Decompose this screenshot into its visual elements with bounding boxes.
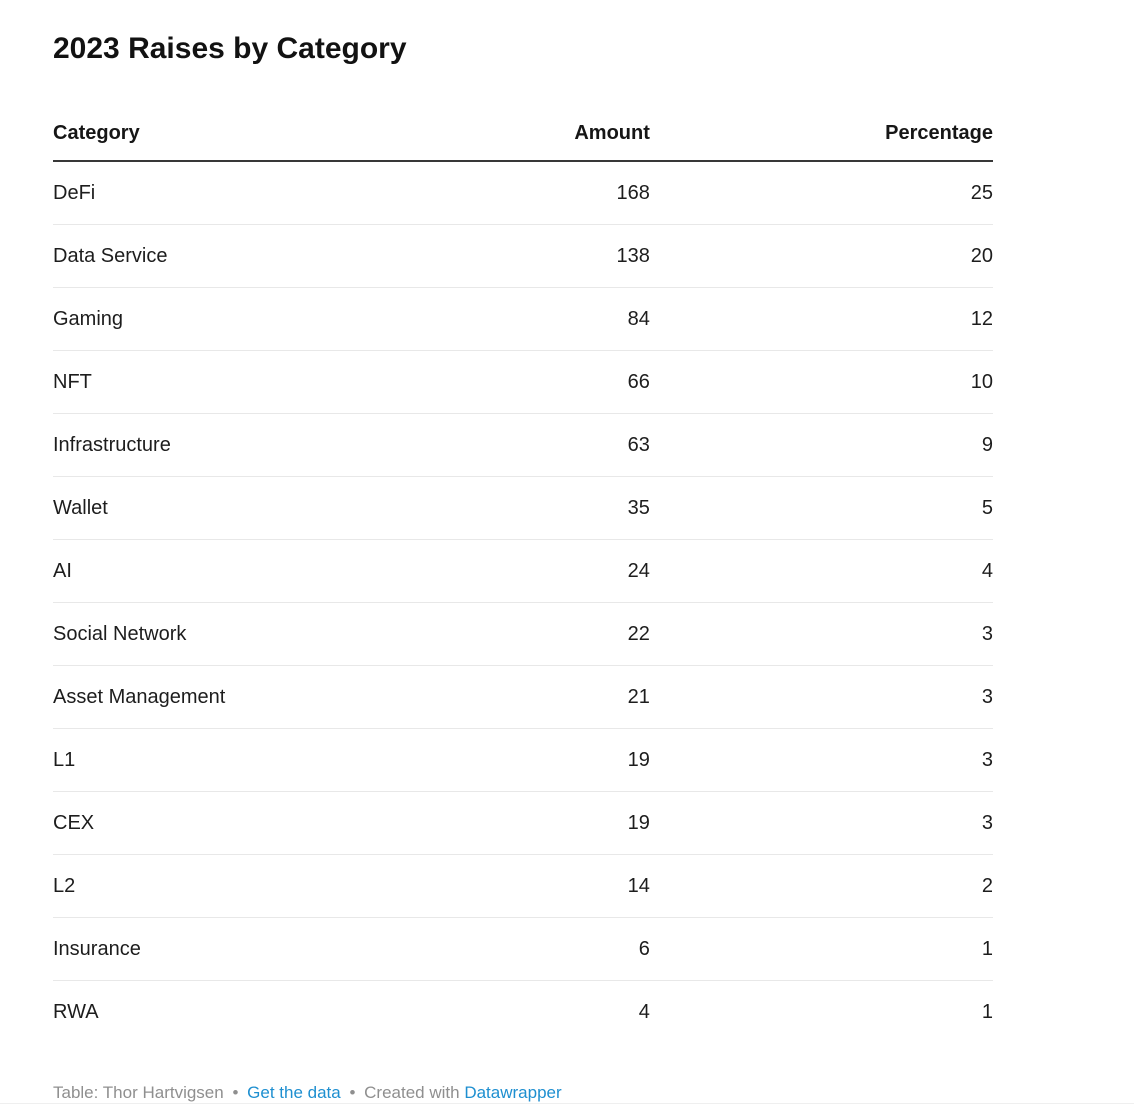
table-row: Gaming 84 12	[53, 287, 993, 351]
category-cell: Gaming	[53, 287, 448, 351]
data-table: Category Amount Percentage DeFi 168 25 Data…	[53, 67, 993, 1043]
table-row: Asset Management 21 3	[53, 665, 993, 729]
category-cell: L2	[53, 854, 448, 918]
table-row: RWA 4 1	[53, 981, 993, 1044]
percentage-cell: 25	[649, 161, 993, 225]
table-row: AI 24 4	[53, 539, 993, 603]
percentage-cell: 1	[649, 917, 993, 981]
amount-cell: 168	[447, 161, 650, 225]
table-row: Social Network 22 3	[53, 602, 993, 666]
percentage-cell: 3	[649, 791, 993, 855]
percentage-cell: 3	[649, 665, 993, 729]
percentage-cell: 10	[649, 350, 993, 414]
category-cell: Social Network	[53, 602, 448, 666]
category-cell: Insurance	[53, 917, 448, 981]
amount-cell: 22	[447, 602, 650, 666]
separator-dot: •	[349, 1083, 356, 1102]
category-cell: L1	[53, 728, 448, 792]
table-row: Wallet 35 5	[53, 476, 993, 540]
percentage-cell: 4	[649, 539, 993, 603]
table-row: CEX 19 3	[53, 791, 993, 855]
amount-cell: 35	[447, 476, 650, 540]
percentage-cell: 9	[649, 413, 993, 477]
table-body: DeFi 168 25 Data Service 138 20 Gaming 84 12 NFT 6…	[53, 161, 993, 1043]
amount-cell: 66	[447, 350, 650, 414]
footer-credit: Table: Thor Hartvigsen	[53, 1083, 224, 1102]
table-row: NFT 66 10	[53, 350, 993, 414]
column-header-category: Category	[53, 67, 448, 162]
category-cell: NFT	[53, 350, 448, 414]
percentage-cell: 20	[649, 224, 993, 288]
percentage-cell: 3	[649, 602, 993, 666]
category-cell: Infrastructure	[53, 413, 448, 477]
amount-cell: 4	[638, 1001, 650, 1023]
category-cell: RWA	[53, 1001, 99, 1023]
get-the-data-link[interactable]: Get the data	[247, 1083, 341, 1102]
table-row: DeFi 168 25	[53, 161, 993, 225]
header-row: Category Amount Percentage	[53, 67, 993, 162]
category-cell: Data Service	[53, 224, 448, 288]
table-row: L1 19 3	[53, 728, 993, 792]
column-header-amount: Amount	[447, 67, 650, 162]
amount-cell: 24	[447, 539, 650, 603]
percentage-cell: 1	[981, 1001, 993, 1023]
percentage-cell: 12	[649, 287, 993, 351]
amount-cell: 138	[447, 224, 650, 288]
table-header: Category Amount Percentage	[53, 67, 993, 162]
amount-cell: 6	[447, 917, 650, 981]
footer-created-with: Created with	[364, 1083, 460, 1102]
table-row: Data Service 138 20	[53, 224, 993, 288]
table-row: Insurance 6 1	[53, 917, 993, 981]
amount-cell: 14	[447, 854, 650, 918]
amount-cell: 19	[447, 728, 650, 792]
category-cell: Wallet	[53, 476, 448, 540]
category-cell: DeFi	[53, 161, 448, 225]
amount-cell: 19	[447, 791, 650, 855]
category-cell: AI	[53, 539, 448, 603]
table-row: L2 14 2	[53, 854, 993, 918]
percentage-cell: 2	[649, 854, 993, 918]
table-row: Infrastructure 63 9	[53, 413, 993, 477]
amount-cell: 63	[447, 413, 650, 477]
separator-dot: •	[232, 1083, 239, 1102]
bottom-edge-divider	[0, 1103, 1134, 1104]
percentage-cell: 5	[649, 476, 993, 540]
page-title: 2023 Raises by Category	[53, 32, 407, 65]
category-cell: CEX	[53, 791, 448, 855]
amount-cell: 84	[447, 287, 650, 351]
category-cell: Asset Management	[53, 665, 448, 729]
table-footer: Table: Thor Hartvigsen • Get the data • …	[53, 1082, 1134, 1104]
column-header-percentage: Percentage	[649, 67, 993, 162]
datawrapper-link[interactable]: Datawrapper	[464, 1083, 562, 1102]
amount-cell: 21	[447, 665, 650, 729]
percentage-cell: 3	[649, 728, 993, 792]
